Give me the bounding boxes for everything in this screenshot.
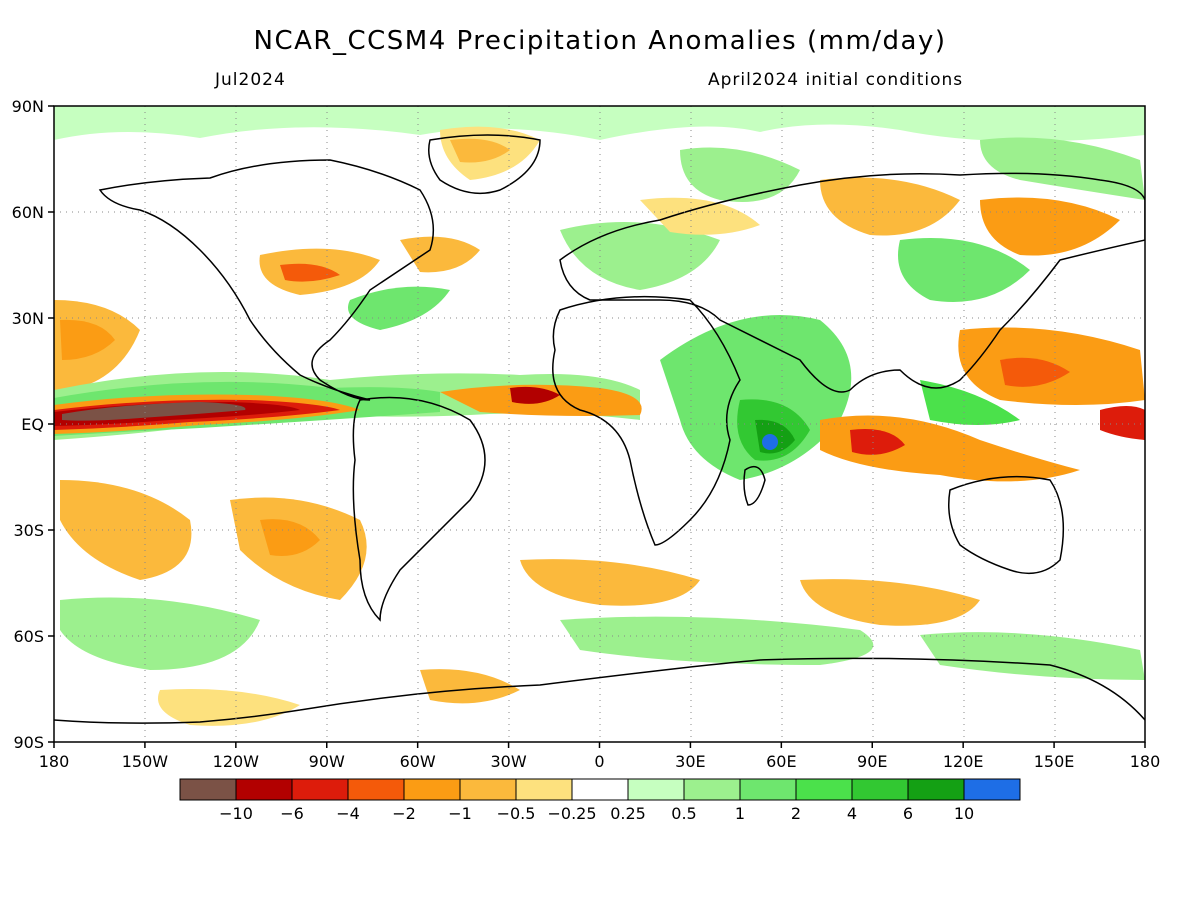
lon-tick-label: 30E xyxy=(675,752,705,771)
colorbar-swatch xyxy=(907,778,965,801)
lat-tick-label: 60N xyxy=(12,203,44,222)
colorbar-swatch xyxy=(963,778,1021,801)
latitude-axis: 90N 60N 30N EQ 30S 60S 90S xyxy=(12,97,54,752)
lon-tick-label: 90E xyxy=(857,752,887,771)
lon-tick-label: 150E xyxy=(1034,752,1075,771)
gridlines xyxy=(54,106,1145,742)
colorbar-swatch xyxy=(347,778,405,801)
colorbar-swatch xyxy=(739,778,797,801)
colorbar-label: −6 xyxy=(280,804,304,823)
colorbar-swatch xyxy=(291,778,349,801)
colorbar-swatch xyxy=(627,778,685,801)
initial-conditions-label: April2024 initial conditions xyxy=(708,70,964,90)
colorbar-swatch xyxy=(515,778,573,801)
colorbar-label: −10 xyxy=(219,804,253,823)
coastlines xyxy=(54,134,1145,724)
colorbar-swatch xyxy=(795,778,853,801)
colorbar-swatch xyxy=(403,778,461,801)
colorbar-swatch xyxy=(179,778,237,801)
lon-tick-label: 120E xyxy=(943,752,984,771)
colorbar-label: −2 xyxy=(392,804,416,823)
lon-tick-label: 180 xyxy=(39,752,70,771)
lon-tick-label: 150W xyxy=(122,752,169,771)
colorbar-swatch xyxy=(459,778,517,801)
colorbar-label: 1 xyxy=(735,804,745,823)
lon-tick-label: 0 xyxy=(594,752,604,771)
colorbar-label: −4 xyxy=(336,804,360,823)
colorbar-label: 10 xyxy=(954,804,974,823)
anomaly-field xyxy=(54,106,1145,726)
colorbar-swatch xyxy=(851,778,909,801)
colorbar-label: 6 xyxy=(903,804,913,823)
lon-tick-label: 60W xyxy=(400,752,436,771)
lat-tick-label: 30S xyxy=(13,521,44,540)
lat-tick-label: 30N xyxy=(12,309,44,328)
lon-tick-label: 90W xyxy=(309,752,345,771)
colorbar-label: 0.25 xyxy=(610,804,646,823)
map-area xyxy=(54,106,1145,742)
colorbar-swatch xyxy=(571,778,629,801)
lon-tick-label: 60E xyxy=(766,752,796,771)
lat-tick-label: EQ xyxy=(21,415,44,434)
colorbar-label: −0.25 xyxy=(547,804,596,823)
colorbar-label: 2 xyxy=(791,804,801,823)
colorbar-swatch xyxy=(683,778,741,801)
lon-tick-label: 30W xyxy=(490,752,526,771)
valid-month-label: Jul2024 xyxy=(215,70,286,90)
colorbar-label: −1 xyxy=(448,804,472,823)
colorbar-swatch xyxy=(235,778,293,801)
colorbar: −10 −6 −4 −2 −1 −0.5 −0.25 0.25 0.5 1 2 4 6 10 xyxy=(179,778,1021,823)
lat-tick-label: 90S xyxy=(13,733,44,752)
map-title: NCAR_CCSM4 Precipitation Anomalies (mm/d… xyxy=(253,26,947,56)
colorbar-label: 4 xyxy=(847,804,857,823)
longitude-axis: 180 150W 120W 90W 60W 30W 0 30E 60E 90E 120E 150E 18… xyxy=(39,742,1161,771)
colorbar-label: −0.5 xyxy=(497,804,536,823)
lat-tick-label: 60S xyxy=(13,627,44,646)
lat-tick-label: 90N xyxy=(12,97,44,116)
colorbar-label: 0.5 xyxy=(671,804,696,823)
lon-tick-label: 180 xyxy=(1130,752,1161,771)
lon-tick-label: 120W xyxy=(213,752,260,771)
